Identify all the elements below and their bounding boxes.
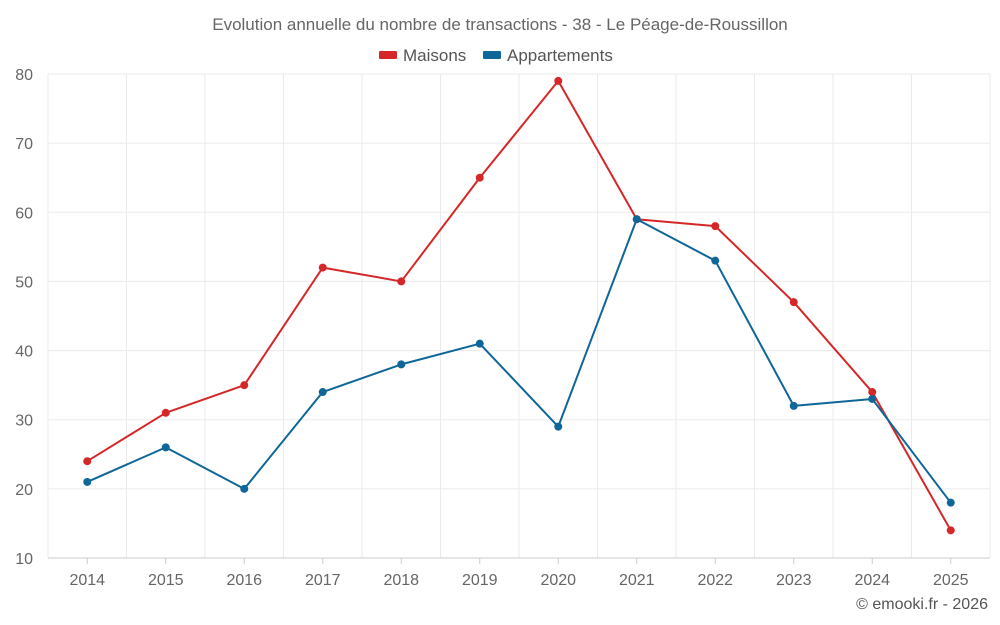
x-tick-label: 2022: [697, 572, 733, 589]
grid-lines: [47, 73, 991, 559]
x-tick-label: 2021: [619, 572, 655, 589]
y-axis: 10 20 30 40 50 60 70 80: [15, 67, 33, 568]
data-point-appartements: [318, 388, 327, 397]
x-tick-label: 2017: [305, 572, 341, 589]
y-tick-label: 50: [15, 274, 33, 291]
data-point-maisons: [868, 388, 877, 397]
x-axis: 2014 2015 2016 2017 2018 2019 2020 2021 2022 2023…: [48, 557, 990, 589]
x-tick-label: 2025: [933, 572, 969, 589]
y-tick-label: 40: [15, 344, 33, 361]
y-tick-label: 70: [15, 136, 33, 153]
data-point-maisons: [475, 173, 484, 182]
data-point-appartements: [554, 422, 563, 431]
data-point-appartements: [83, 477, 92, 486]
data-point-maisons: [240, 381, 249, 390]
data-point-appartements: [397, 360, 406, 369]
series-line-appartements: [86, 218, 952, 504]
legend-swatch: [483, 51, 501, 59]
x-tick-label: 2023: [776, 572, 812, 589]
y-tick-label: 30: [15, 413, 33, 430]
y-tick-label: 80: [15, 67, 33, 84]
x-tick-label: 2014: [69, 572, 105, 589]
data-point-appartements: [632, 215, 641, 224]
data-point-maisons: [554, 76, 563, 85]
data-point-appartements: [240, 484, 249, 493]
chart-title: Evolution annuelle du nombre de transact…: [212, 15, 788, 34]
x-tick-label: 2019: [462, 572, 498, 589]
legend-label: Appartements: [507, 46, 613, 65]
legend-item-maisons: Maisons: [379, 46, 466, 65]
x-tick-label: 2020: [540, 572, 576, 589]
data-point-appartements: [711, 256, 720, 265]
data-point-maisons: [946, 526, 955, 535]
series-line-maisons: [86, 79, 952, 531]
data-point-maisons: [397, 277, 406, 286]
legend-item-appartements: Appartements: [483, 46, 613, 65]
data-point-maisons: [83, 457, 92, 466]
x-tick-label: 2016: [226, 572, 262, 589]
series-appartements: [83, 215, 955, 507]
series-group: [83, 76, 955, 535]
y-tick-label: 10: [15, 551, 33, 568]
legend-swatch: [379, 51, 397, 59]
data-point-appartements: [868, 394, 877, 403]
data-point-maisons: [318, 263, 327, 272]
y-tick-label: 20: [15, 482, 33, 499]
data-point-appartements: [946, 498, 955, 507]
data-point-appartements: [475, 339, 484, 348]
x-tick-label: 2024: [854, 572, 890, 589]
data-point-maisons: [711, 222, 720, 231]
legend: Maisons Appartements: [379, 46, 613, 65]
data-point-appartements: [161, 443, 170, 452]
data-point-maisons: [161, 408, 170, 417]
legend-label: Maisons: [403, 46, 466, 65]
credit-text: © emooki.fr - 2026: [856, 596, 988, 613]
data-point-appartements: [789, 401, 798, 410]
data-point-maisons: [789, 298, 798, 307]
x-tick-label: 2015: [148, 572, 184, 589]
y-tick-label: 60: [15, 205, 33, 222]
x-tick-label: 2018: [383, 572, 419, 589]
